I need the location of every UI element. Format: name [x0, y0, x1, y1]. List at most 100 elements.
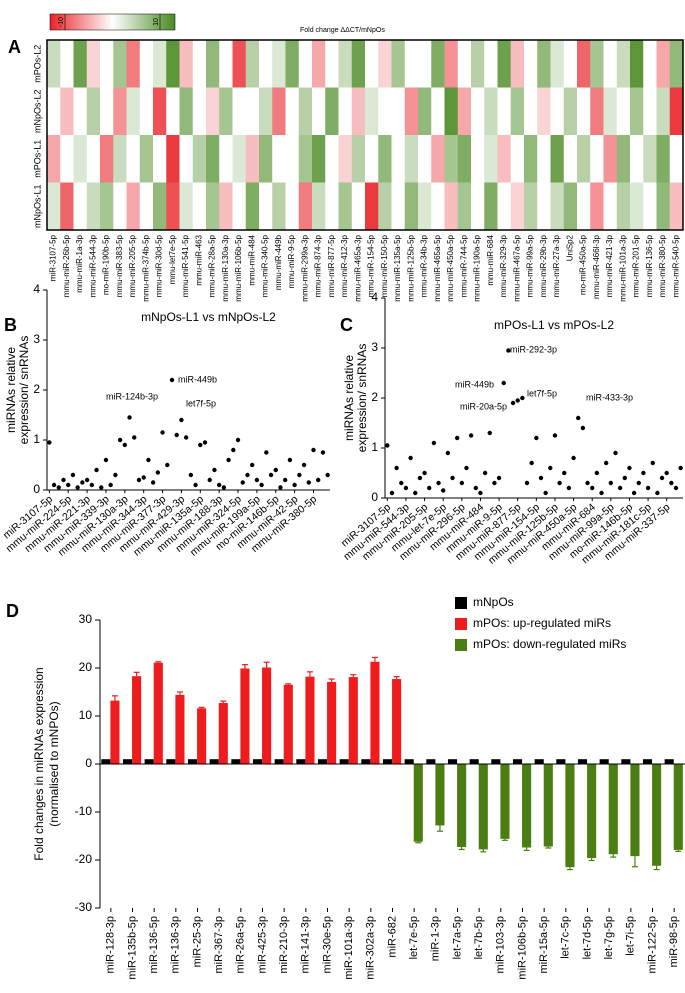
heatmap-cell: [259, 182, 273, 231]
legend-label: mPOs: down-regulated miRs: [473, 637, 626, 651]
heatmap-cell: [471, 87, 485, 136]
column-label: mmu-miR-466l-3p: [592, 234, 601, 299]
heatmap-cell: [603, 40, 618, 88]
x-tick-label: miR-26a-5p: [235, 916, 247, 973]
panel-letter: B: [4, 315, 17, 335]
bar: [101, 759, 111, 764]
error-bar: [523, 847, 530, 852]
heatmap-cell: [60, 40, 74, 88]
point: [631, 490, 637, 496]
column-label: mmu-miR-201-5p: [632, 234, 641, 297]
column-label: mmu-miR-130a-3p: [221, 234, 230, 301]
error-bar: [198, 706, 205, 709]
bar: [435, 764, 445, 826]
column-label: mmu-miR-101a-3p: [618, 234, 627, 301]
y-axis-label: Fold changes in miRNAs expression: [32, 667, 46, 860]
heatmap-cell: [537, 135, 551, 183]
y-tick-label: 0: [33, 482, 40, 496]
annotation: miR-433-3p: [586, 392, 633, 402]
heatmap-cell: [537, 87, 551, 136]
heatmap-cell: [497, 135, 512, 183]
bar: [457, 764, 467, 848]
heatmap-cell: [351, 87, 366, 136]
heatmap-cell: [100, 182, 114, 231]
error-bar: [328, 678, 335, 682]
y-tick-label: 30: [79, 612, 93, 626]
heatmap-cell: [100, 87, 114, 136]
bar: [252, 759, 263, 764]
row-label: mPOs-L2: [32, 45, 42, 83]
point: [673, 485, 679, 491]
heatmap-cell: [47, 182, 61, 231]
error-bar: [653, 865, 660, 871]
bar: [664, 759, 674, 764]
heatmap-cell: [338, 135, 353, 183]
heatmap-cell: [444, 40, 459, 88]
colorbar-label: Fold change ΔΔCT/mNpOs: [300, 27, 385, 34]
x-tick-label: miR-25-3p: [191, 916, 203, 967]
heatmap-cell: [312, 182, 326, 231]
bar: [469, 759, 479, 764]
heatmap-cell: [73, 135, 88, 183]
legend-swatch: [455, 639, 467, 651]
heatmap-cell: [630, 87, 644, 136]
point: [422, 470, 427, 476]
point: [165, 462, 170, 468]
column-label: mmu-miR-544-3p: [88, 234, 97, 297]
point: [278, 485, 283, 490]
heatmap-cell: [378, 182, 392, 231]
point: [627, 465, 632, 471]
point: [473, 485, 478, 491]
heatmap-cell: [457, 135, 472, 183]
point: [80, 480, 85, 485]
heatmap-cell: [563, 135, 578, 183]
bar: [630, 764, 640, 857]
point: [273, 467, 278, 473]
heatmap-cell: [232, 87, 247, 136]
bar: [621, 759, 631, 764]
column-label: mmu-miR-125b-5p: [406, 234, 415, 301]
point: [594, 470, 600, 476]
column-label: mmu-miR-9-5p: [287, 234, 296, 288]
bar: [209, 759, 219, 764]
annotation: miR-449b: [455, 379, 494, 389]
heatmap-cell: [563, 87, 578, 136]
point: [641, 470, 646, 476]
column-label: mmu-miR-463: [194, 234, 203, 285]
heatmap-cell: [113, 87, 127, 136]
point: [580, 425, 586, 431]
heatmap-cell: [656, 40, 671, 88]
bar: [361, 759, 371, 764]
y-tick-label: 0: [85, 756, 92, 770]
point: [216, 482, 222, 488]
point: [245, 472, 250, 478]
point: [454, 435, 460, 441]
column-label: mmu-miR-29b-3p: [539, 234, 548, 297]
point: [441, 488, 446, 493]
heatmap-cell: [219, 87, 233, 136]
heatmap-cell: [643, 87, 657, 136]
column-label: mmu-miR-340-5p: [261, 234, 270, 297]
point: [226, 457, 231, 463]
heatmap-cell: [484, 87, 498, 136]
heatmap-cell: [166, 182, 180, 231]
heatmap-cell: [245, 135, 260, 183]
point: [287, 457, 293, 463]
point: [510, 400, 516, 406]
column-label: mmu-miR-380-5p: [658, 234, 667, 297]
point: [56, 485, 61, 490]
point: [66, 482, 71, 488]
heatmap-cell: [510, 87, 525, 136]
heatmap-cell: [312, 135, 326, 183]
heatmap-cell: [338, 87, 353, 136]
point: [520, 395, 525, 401]
heatmap-cell: [550, 182, 565, 231]
bar: [283, 684, 293, 764]
point: [231, 447, 236, 453]
column-label: mmu-miR-99a-5p: [526, 234, 535, 297]
point: [459, 480, 465, 486]
point: [552, 433, 558, 438]
heatmap-cell: [179, 87, 194, 136]
heatmap-cell: [484, 182, 498, 231]
heatmap-cell: [563, 40, 578, 88]
